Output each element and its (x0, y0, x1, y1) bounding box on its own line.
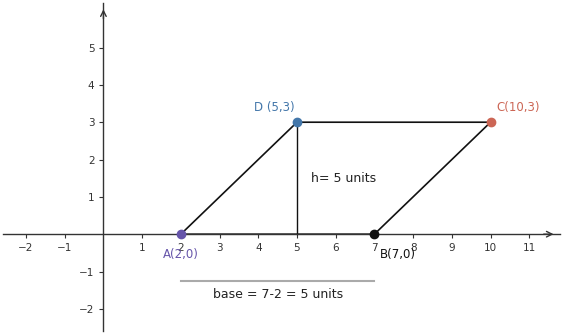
Text: h= 5 units: h= 5 units (311, 172, 376, 185)
Text: A(2,0): A(2,0) (163, 248, 199, 262)
Text: D (5,3): D (5,3) (254, 101, 295, 114)
Text: B(7,0): B(7,0) (380, 248, 416, 262)
Text: base = 7-2 = 5 units: base = 7-2 = 5 units (213, 288, 343, 301)
Text: C(10,3): C(10,3) (497, 101, 540, 114)
